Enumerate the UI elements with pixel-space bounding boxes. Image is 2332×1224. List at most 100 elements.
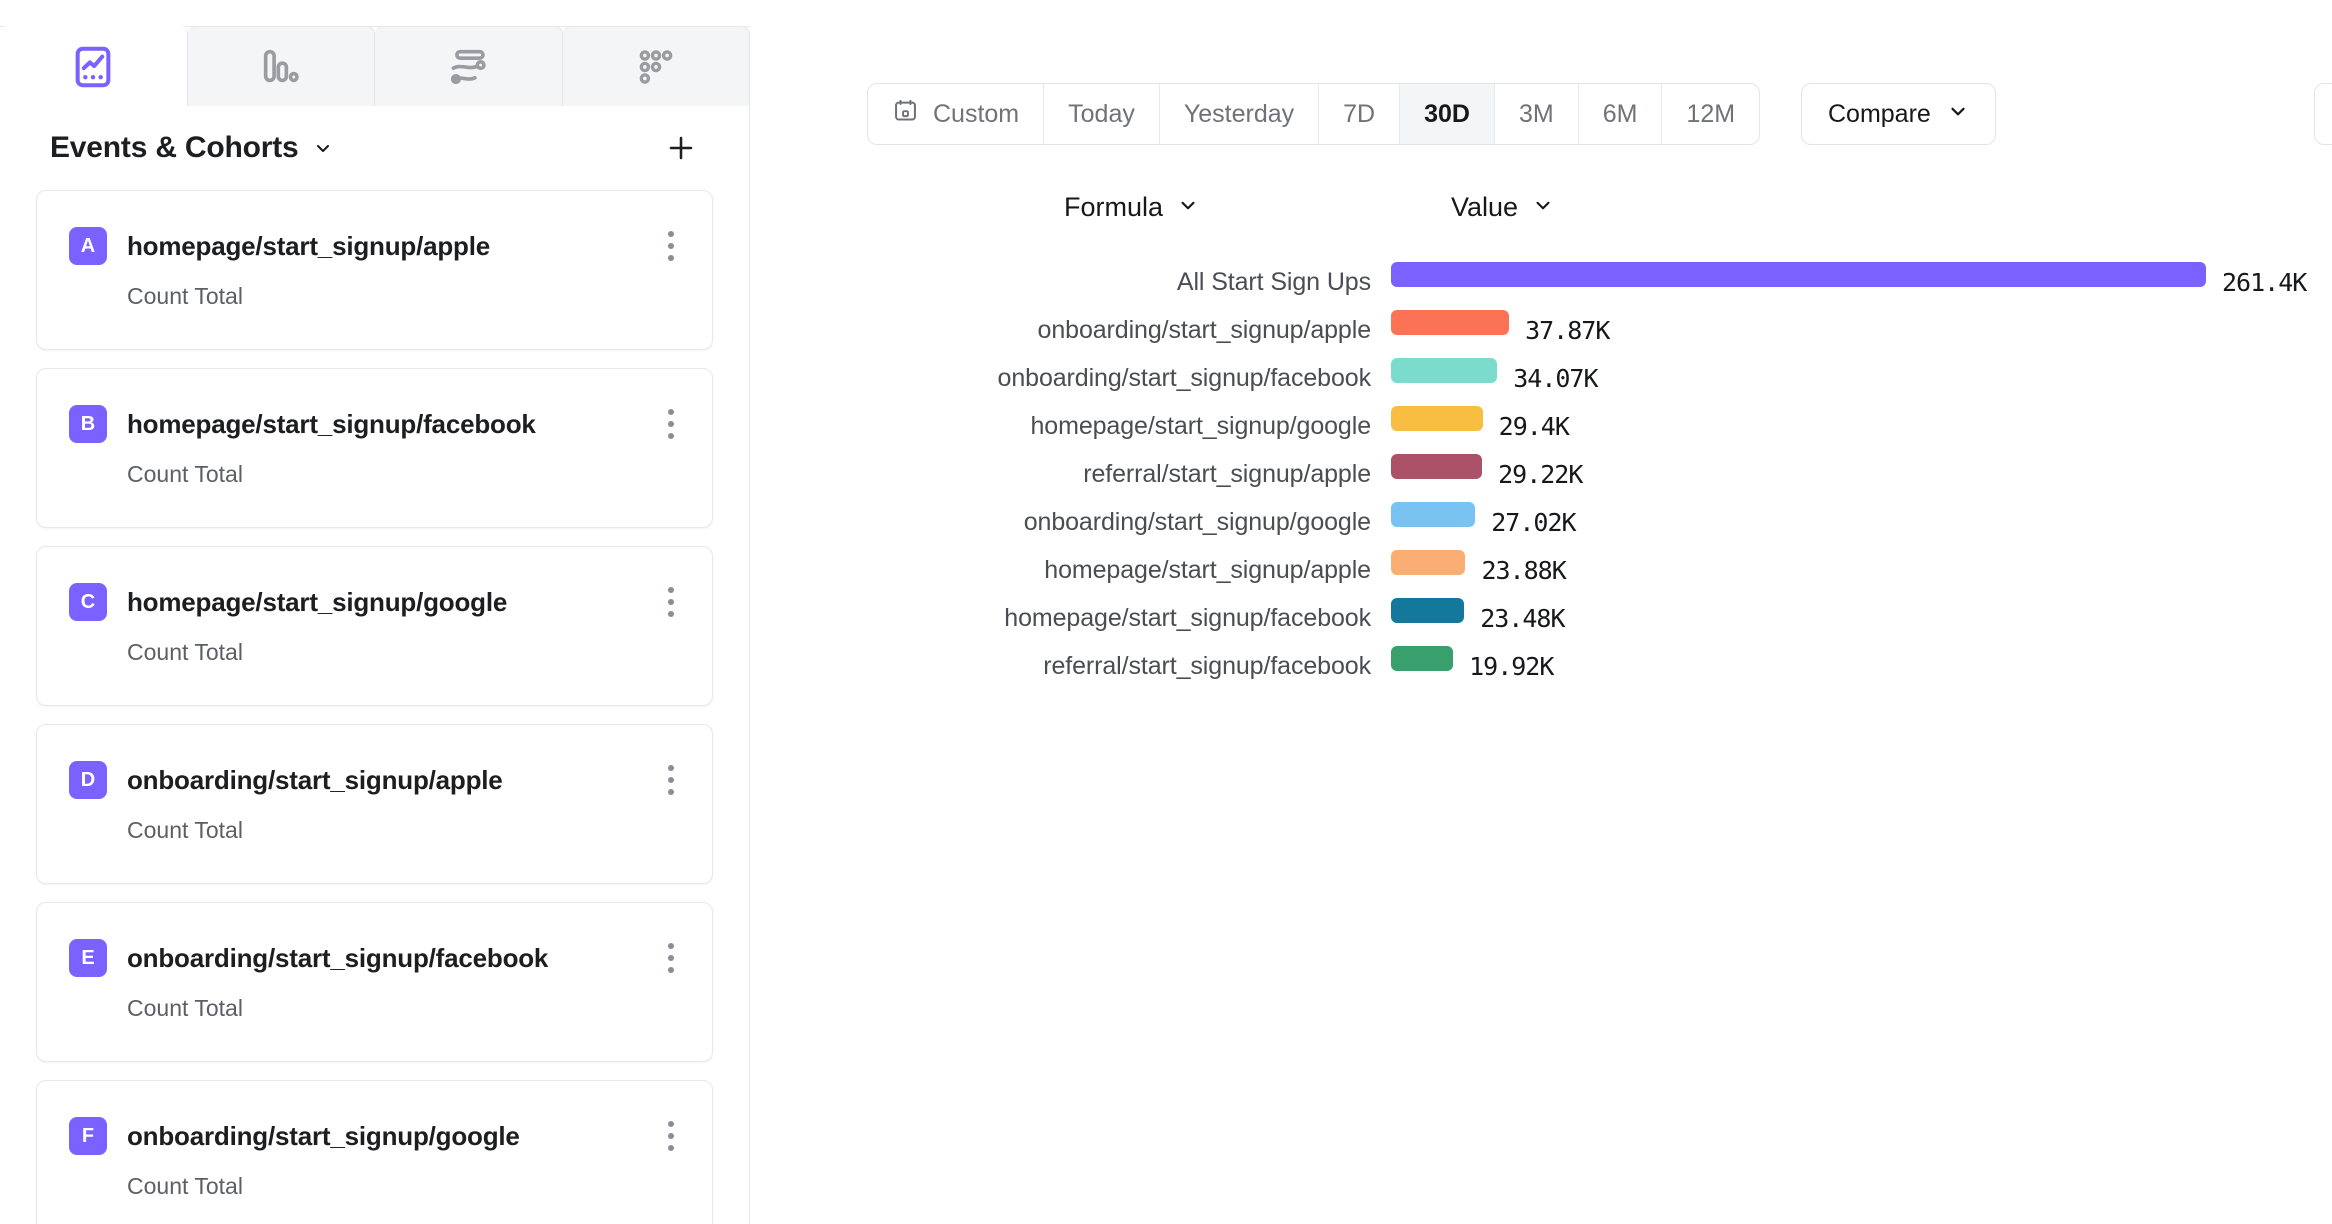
- bar-fill: [1391, 502, 1476, 527]
- bar-category-label: referral/start_signup/facebook: [1043, 651, 1371, 680]
- bar-track: [1391, 358, 1498, 383]
- bar-value-label: 23.88K: [1481, 555, 1566, 585]
- bar-track: [1391, 598, 1465, 623]
- date-range-custom[interactable]: Custom: [868, 84, 1045, 144]
- horizontal-bar-chart: All Start Sign Ups 261.4K onboarding/start…: [751, 258, 2332, 690]
- bar-chart-row[interactable]: referral/start_signup/apple 29.22K: [751, 450, 2332, 498]
- date-range-12m-label: 12M: [1686, 99, 1736, 128]
- bar-fill: [1391, 454, 1483, 479]
- date-range-30d[interactable]: 30D: [1400, 84, 1495, 144]
- date-range-today[interactable]: Today: [1044, 84, 1160, 144]
- bar-chart-row[interactable]: homepage/start_signup/google 29.4K: [751, 402, 2332, 450]
- overflow-action-button[interactable]: [2314, 83, 2332, 145]
- bar-fill: [1391, 406, 1483, 431]
- add-event-button[interactable]: [661, 128, 701, 168]
- chart-column-headers: Formula Value: [751, 192, 2332, 234]
- bar-track: [1391, 406, 1483, 431]
- event-measure: Count Total: [127, 995, 243, 1021]
- line-chart-icon: [70, 44, 116, 90]
- event-measure: Count Total: [127, 639, 243, 665]
- chevron-down-icon: [1532, 192, 1554, 223]
- bar-chart-row[interactable]: referral/start_signup/facebook 19.92K: [751, 642, 2332, 690]
- event-more-options-icon[interactable]: [654, 937, 688, 979]
- bar-chart-row[interactable]: onboarding/start_signup/google 27.02K: [751, 498, 2332, 546]
- bar-track: [1391, 646, 1454, 671]
- value-column-dropdown[interactable]: Value: [1451, 192, 1554, 223]
- bar-chart-row[interactable]: onboarding/start_signup/apple 37.87K: [751, 306, 2332, 354]
- event-name: onboarding/start_signup/google: [127, 1120, 520, 1151]
- tab-bar-chart[interactable]: [187, 26, 375, 106]
- events-cohorts-dropdown[interactable]: Events & Cohorts: [50, 131, 333, 165]
- bar-category-label: homepage/start_signup/apple: [1044, 555, 1371, 584]
- bar-fill: [1391, 598, 1465, 623]
- event-letter-badge: B: [69, 405, 107, 443]
- compare-button[interactable]: Compare: [1801, 83, 1996, 145]
- event-more-options-icon[interactable]: [654, 581, 688, 623]
- bar-chart-row[interactable]: All Start Sign Ups 261.4K: [751, 258, 2332, 306]
- bar-track: [1391, 454, 1483, 479]
- date-range-custom-label: Custom: [933, 99, 1020, 128]
- bar-value-label: 37.87K: [1525, 315, 1610, 345]
- bar-track: [1391, 310, 1510, 335]
- bar-category-label: onboarding/start_signup/apple: [1037, 315, 1372, 344]
- chart-type-tabstrip: [0, 0, 750, 106]
- event-measure: Count Total: [127, 461, 243, 487]
- bar-value-label: 29.22K: [1498, 459, 1583, 489]
- date-range-3m[interactable]: 3M: [1495, 84, 1579, 144]
- event-more-options-icon[interactable]: [654, 759, 688, 801]
- bar-value-label: 23.48K: [1480, 603, 1565, 633]
- bar-value-label: 29.4K: [1498, 411, 1570, 441]
- date-range-yesterday[interactable]: Yesterday: [1160, 84, 1320, 144]
- bar-chart-row[interactable]: homepage/start_signup/facebook 23.48K: [751, 594, 2332, 642]
- bar-chart-icon: [258, 44, 304, 90]
- date-range-6m[interactable]: 6M: [1579, 84, 1663, 144]
- bar-fill: [1391, 262, 2206, 287]
- tab-grid[interactable]: [562, 26, 750, 106]
- bar-track: [1391, 502, 1476, 527]
- bar-category-label: homepage/start_signup/facebook: [1004, 603, 1371, 632]
- formula-column-dropdown[interactable]: Formula: [1064, 192, 1199, 223]
- bar-chart-row[interactable]: onboarding/start_signup/facebook 34.07K: [751, 354, 2332, 402]
- main-panel: Custom Today Yesterday 7D 30D 3M 6M 12M Compar…: [751, 0, 2332, 1224]
- bar-category-label: All Start Sign Ups: [1176, 267, 1371, 296]
- date-range-6m-label: 6M: [1602, 99, 1638, 128]
- bar-value-label: 34.07K: [1513, 363, 1598, 393]
- calendar-icon: [892, 97, 919, 131]
- tab-line-chart[interactable]: [0, 26, 188, 106]
- date-range-selector: Custom Today Yesterday 7D 30D 3M 6M 12M: [867, 83, 1761, 145]
- formula-label: Formula: [1064, 192, 1164, 222]
- chevron-down-icon: [1947, 100, 1969, 129]
- event-more-options-icon[interactable]: [654, 225, 688, 267]
- event-name: onboarding/start_signup/apple: [127, 764, 503, 795]
- event-letter-badge: F: [69, 1117, 107, 1155]
- date-range-30d-label: 30D: [1424, 99, 1470, 128]
- tab-flow-chart[interactable]: [375, 26, 563, 106]
- bar-chart-row[interactable]: homepage/start_signup/apple 23.88K: [751, 546, 2332, 594]
- chevron-down-icon: [313, 138, 333, 158]
- flow-chart-icon: [445, 44, 491, 90]
- bar-value-label: 27.02K: [1491, 507, 1576, 537]
- event-more-options-icon[interactable]: [654, 403, 688, 445]
- bar-category-label: onboarding/start_signup/facebook: [997, 363, 1372, 392]
- chevron-down-icon: [1177, 192, 1199, 223]
- event-more-options-icon[interactable]: [654, 1115, 688, 1157]
- date-range-7d[interactable]: 7D: [1319, 84, 1401, 144]
- bar-fill: [1391, 550, 1466, 575]
- event-measure: Count Total: [127, 1173, 243, 1199]
- events-cohorts-title: Events & Cohorts: [50, 131, 299, 164]
- date-range-12m[interactable]: 12M: [1662, 84, 1759, 144]
- event-letter-badge: A: [69, 227, 107, 265]
